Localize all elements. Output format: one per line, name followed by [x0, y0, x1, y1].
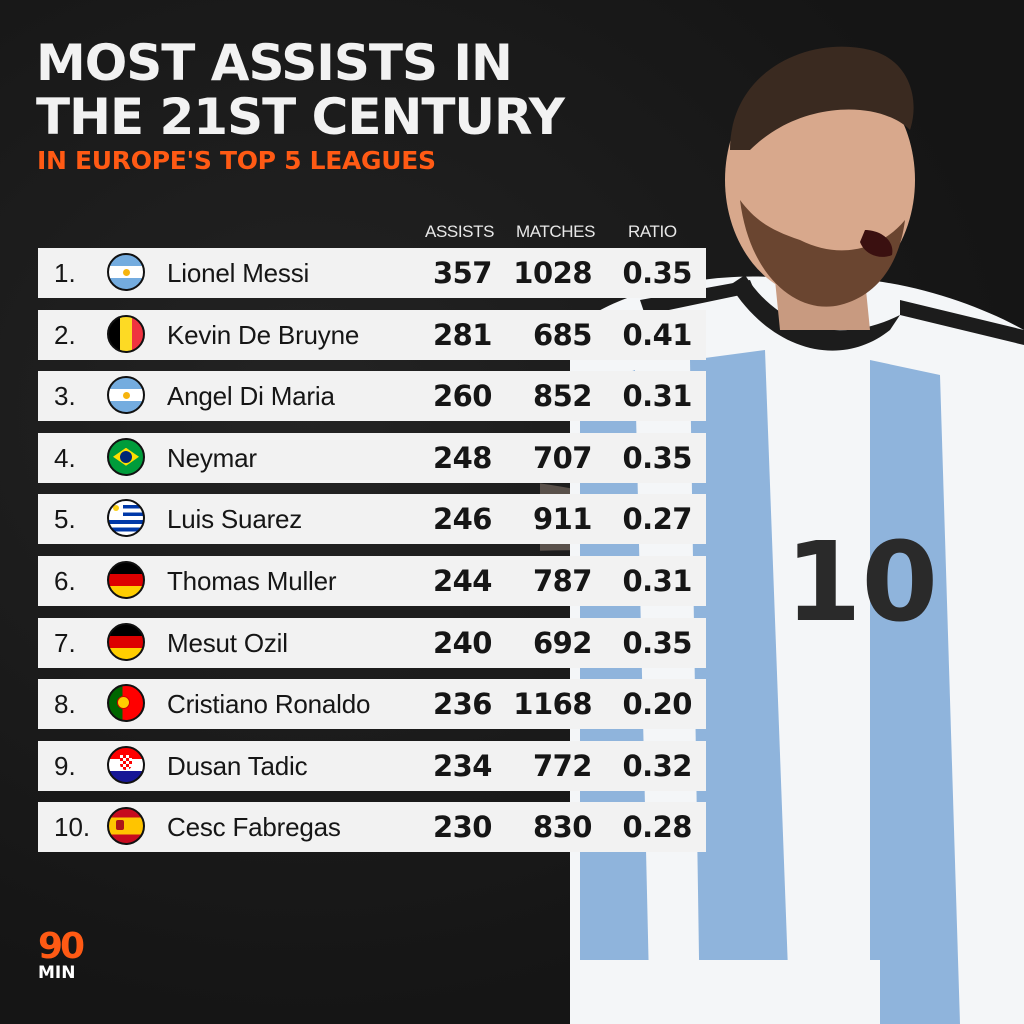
- player-name: Lionel Messi: [167, 258, 310, 288]
- matches-value: 772: [532, 748, 593, 783]
- matches-value: 911: [532, 502, 593, 537]
- matches-value: 852: [532, 379, 593, 414]
- germany-flag-icon: [107, 560, 145, 599]
- rank: 4.: [54, 442, 76, 473]
- ratio-value: 0.31: [622, 379, 692, 414]
- assists-value: 236: [432, 687, 493, 722]
- assists-value: 357: [432, 256, 493, 290]
- rank: 6.: [54, 565, 76, 596]
- ratio-value: 0.28: [622, 810, 692, 845]
- spain-flag-icon: [107, 807, 145, 846]
- table-row: 9. Dusan Tadic 234 772 0.32: [38, 740, 706, 791]
- portugal-flag-icon: [107, 684, 145, 723]
- rank: 9.: [54, 750, 76, 781]
- column-header-matches: MATCHES: [516, 222, 596, 241]
- ratio-value: 0.20: [622, 687, 692, 722]
- player-name: Cesc Fabregas: [167, 812, 341, 843]
- column-headers: ASSISTS MATCHES RATIO: [0, 222, 720, 242]
- svg-text:10: 10: [785, 518, 938, 646]
- argentina-flag-icon: [107, 376, 145, 415]
- assists-value: 246: [432, 502, 493, 537]
- player-name: Neymar: [167, 442, 257, 473]
- table-row: 5. Luis Suarez 246 911 0.27: [38, 494, 706, 545]
- rank: 2.: [54, 319, 76, 350]
- matches-value: 685: [532, 317, 593, 352]
- rank: 8.: [54, 689, 76, 720]
- rank: 10.: [54, 812, 91, 843]
- matches-value: 787: [532, 563, 593, 598]
- assists-value: 281: [432, 317, 493, 352]
- matches-value: 1028: [513, 256, 592, 290]
- ratio-value: 0.32: [622, 748, 692, 783]
- title-line-2: THE 21ST CENTURY: [36, 88, 565, 146]
- belgium-flag-icon: [107, 314, 145, 353]
- rank: 7.: [54, 627, 76, 658]
- table-row: 4. Neymar 248 707 0.35: [38, 432, 706, 483]
- table-row: 2. Kevin De Bruyne 281 685 0.41: [38, 309, 706, 360]
- ratio-value: 0.31: [622, 563, 692, 598]
- column-header-ratio: RATIO: [628, 222, 677, 241]
- table-row: 7. Mesut Ozil 240 692 0.35: [38, 617, 706, 668]
- assists-value: 248: [432, 440, 493, 475]
- matches-value: 1168: [513, 687, 592, 722]
- logo-number: 90: [38, 926, 85, 967]
- player-name: Dusan Tadic: [167, 750, 308, 781]
- table-row: 6. Thomas Muller 244 787 0.31: [38, 555, 706, 606]
- player-name: Thomas Muller: [167, 565, 337, 596]
- column-header-assists: ASSISTS: [425, 222, 495, 241]
- table-row: 3. Angel Di Maria 260 852 0.31: [38, 371, 706, 422]
- table-row: 1. Lionel Messi 357 1028 0.35: [38, 248, 706, 298]
- player-name: Luis Suarez: [167, 504, 303, 535]
- assists-value: 240: [432, 625, 493, 660]
- assists-value: 244: [432, 563, 493, 598]
- table-row: 10. Cesc Fabregas 230 830 0.28: [38, 802, 706, 853]
- title-line-1: MOST ASSISTS IN: [36, 34, 513, 92]
- player-name: Kevin De Bruyne: [167, 319, 360, 350]
- player-name: Mesut Ozil: [167, 627, 288, 658]
- matches-value: 692: [532, 625, 593, 660]
- ratio-value: 0.41: [622, 317, 692, 352]
- brazil-flag-icon: [107, 437, 145, 476]
- ratio-value: 0.35: [622, 440, 692, 475]
- matches-value: 830: [532, 810, 593, 845]
- assists-value: 234: [432, 748, 493, 783]
- page-title: MOST ASSISTS IN THE 21ST CENTURY: [36, 34, 565, 146]
- player-name: Cristiano Ronaldo: [167, 689, 371, 720]
- player-name: Angel Di Maria: [167, 381, 335, 412]
- rank: 3.: [54, 381, 76, 412]
- rank: 5.: [54, 504, 76, 535]
- ratio-value: 0.27: [622, 502, 692, 537]
- matches-value: 707: [532, 440, 593, 475]
- rank: 1.: [54, 258, 76, 288]
- ranking-table: 1. Lionel Messi 357 1028 0.35 2. Kevin D…: [38, 248, 706, 864]
- germany-flag-icon: [107, 622, 145, 661]
- table-row: 8. Cristiano Ronaldo 236 1168 0.20: [38, 679, 706, 730]
- ratio-value: 0.35: [622, 625, 692, 660]
- assists-value: 260: [432, 379, 493, 414]
- 90min-logo: 90 MIN: [38, 926, 88, 988]
- ratio-value: 0.35: [622, 256, 692, 290]
- logo-text: MIN: [38, 963, 76, 983]
- uruguay-flag-icon: [107, 499, 145, 538]
- subtitle: IN EUROPE'S TOP 5 LEAGUES: [37, 146, 436, 175]
- argentina-flag-icon: [107, 253, 145, 291]
- assists-value: 230: [432, 810, 493, 845]
- croatia-flag-icon: [107, 745, 145, 784]
